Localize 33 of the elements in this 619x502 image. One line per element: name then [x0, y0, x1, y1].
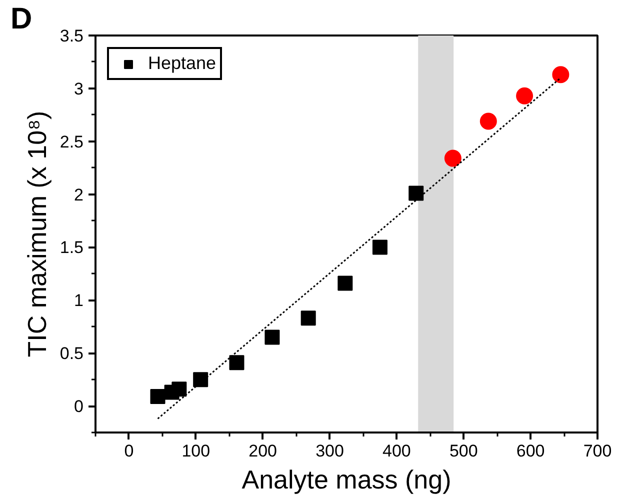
point: [516, 87, 534, 104]
point: [229, 355, 244, 370]
y-tick-label: 3: [74, 79, 84, 98]
text: D: [10, 2, 32, 36]
point: [480, 112, 497, 130]
y-tick-label: 1.5: [60, 238, 84, 258]
point: [372, 240, 388, 255]
x-tick-label: 200: [248, 442, 278, 460]
legend-label: Heptane: [148, 53, 216, 74]
x-tick-label: 300: [316, 442, 344, 460]
y-axis-title: TIC maximum (x 10⁸): [22, 110, 52, 358]
point: [552, 66, 570, 84]
point: [444, 150, 462, 167]
point: [338, 276, 353, 291]
point: [172, 382, 187, 397]
x-tick-label: 400: [382, 442, 411, 460]
x-tick-label: 600: [516, 442, 545, 460]
point: [300, 310, 316, 326]
x-axis-title: Analyte mass (ng): [242, 464, 452, 494]
y-tick-label: 1: [74, 291, 84, 310]
x-tick-label: 500: [449, 442, 478, 460]
y-tick-label: 2.5: [60, 132, 84, 152]
y-tick-label: 2: [74, 185, 84, 204]
y-tick-label: 0.5: [60, 344, 84, 364]
y-tick-label: 3.5: [60, 26, 84, 46]
point: [193, 372, 208, 388]
y-tick-label: 0: [74, 397, 84, 416]
x-tick-label: 0: [124, 442, 134, 460]
x-tick-label: 100: [182, 442, 210, 460]
point: [264, 330, 280, 345]
point: [150, 389, 166, 404]
point: [408, 186, 424, 201]
x-tick-label: 700: [583, 442, 612, 460]
